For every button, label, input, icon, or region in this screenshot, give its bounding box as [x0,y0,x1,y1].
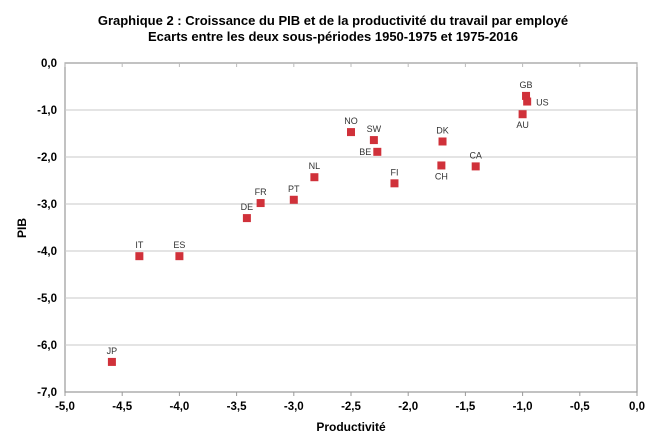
x-tick-label: -1,5 [455,401,475,413]
point-label: NO [344,116,358,126]
x-tick-label: -2,0 [398,401,418,413]
x-tick-label: -4,0 [169,401,189,413]
y-tick-label: -3,0 [37,199,57,211]
y-axis-label: PIB [15,218,29,238]
y-tick-label: -7,0 [37,387,57,399]
y-tick-label: 0,0 [41,58,57,70]
x-tick-label: -2,5 [341,401,361,413]
point-label: DK [436,125,449,135]
data-point-be [373,147,382,156]
y-tick-label: -6,0 [37,340,57,352]
point-label: US [536,98,549,108]
x-tick-label: -0,5 [570,401,590,413]
chart-subtitle: Ecarts entre les deux sous-périodes 1950… [148,29,518,44]
x-tick-label: -3,5 [227,401,247,413]
point-label: IT [135,240,144,250]
x-tick-label: -3,0 [284,401,304,413]
data-point-ca [471,162,480,171]
point-label: AU [516,120,529,130]
data-point-au [518,110,527,119]
data-point-es [175,252,184,261]
point-label: PT [288,184,300,194]
x-axis-label: Productivité [316,420,386,434]
point-label: BE [359,147,371,157]
point-label: ES [173,240,185,250]
y-tick-label: -4,0 [37,246,57,258]
point-label: FI [390,167,398,177]
data-point-no [347,128,355,137]
plot-area [64,62,638,393]
data-point-ch [437,161,446,170]
data-point-gb [522,91,531,100]
x-tick-label: -1,0 [513,401,533,413]
x-tick-label: -4,5 [112,401,132,413]
data-point-de [242,214,251,223]
data-point-nl [310,173,319,182]
point-label: JP [107,346,118,356]
data-point-fi [390,179,399,188]
point-label: CA [469,150,482,160]
y-tick-label: -2,0 [37,152,57,164]
data-point-jp [107,357,116,366]
data-point-dk [438,137,447,146]
x-tick-label: -5,0 [55,401,75,413]
data-point-it [135,252,144,261]
point-label: GB [520,80,533,90]
point-label: CH [435,171,448,181]
data-point-us [523,97,532,106]
data-point-sw [369,136,378,145]
point-label: FR [255,187,267,197]
chart-title: Graphique 2 : Croissance du PIB et de la… [97,13,569,28]
point-label: NL [309,161,321,171]
y-tick-label: -5,0 [37,293,57,305]
x-tick-label: 0,0 [629,401,645,413]
y-tick-label: -1,0 [37,105,57,117]
point-label: DE [241,202,254,212]
data-point-fr [256,199,265,208]
data-point-pt [289,195,298,204]
point-label: SW [367,124,382,134]
